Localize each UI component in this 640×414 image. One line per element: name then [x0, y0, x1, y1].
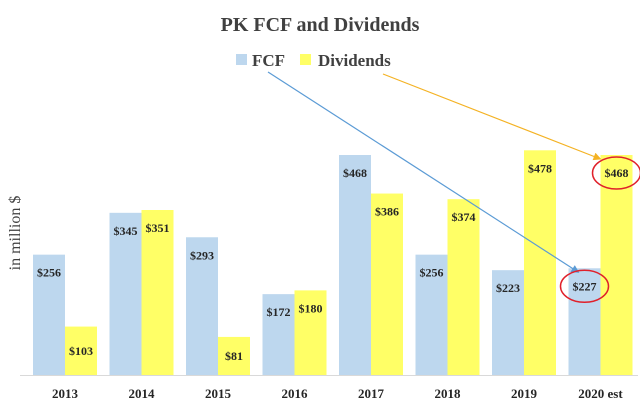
bar-fcf-2013	[33, 254, 65, 375]
chart-title: PK FCF and Dividends	[221, 14, 420, 36]
data-label-dividends-2014: $351	[146, 221, 170, 235]
x-tick-label: 2014	[129, 386, 156, 401]
bar-dividends-2020-est	[600, 155, 633, 375]
x-tick-label: 2015	[205, 386, 232, 401]
bar-dividends-2017	[371, 193, 403, 375]
data-label-dividends-2015: $81	[225, 349, 243, 363]
x-tick-label: 2018	[435, 386, 462, 401]
x-tick-label: 2019	[511, 386, 538, 401]
x-tick-label: 2016	[282, 386, 309, 401]
annotations	[267, 71, 640, 304]
x-tick-label: 2020 est	[578, 386, 623, 401]
bar-dividends-2014	[141, 210, 174, 375]
legend-label-dividends: Dividends	[318, 51, 391, 70]
data-label-dividends-2016: $180	[299, 301, 323, 315]
arrow-dividends-annotation	[382, 73, 602, 161]
bar-fcf-2019	[492, 270, 524, 375]
highlight-circle-fcf	[559, 269, 610, 304]
data-label-fcf-2020-est: $227	[573, 279, 597, 293]
data-label-fcf-2014: $345	[114, 224, 138, 238]
data-labels: $256 $103 $345 $351 $293 $81 $172 $180 $468 $386 $…	[37, 161, 629, 363]
x-tick-label: 2017	[358, 386, 385, 401]
arrow-fcf-annotation	[267, 71, 580, 273]
data-label-dividends-2018: $374	[452, 210, 476, 224]
x-tick-label: 2013	[52, 386, 79, 401]
bar-dividends-2018	[447, 199, 480, 375]
legend: FCF Dividends	[236, 51, 391, 70]
y-axis-label: in million $	[7, 196, 24, 271]
bar-fcf-2020-est	[568, 268, 601, 375]
data-label-dividends-2020-est: $468	[605, 166, 629, 180]
highlight-circle-dividends	[591, 156, 640, 190]
data-label-fcf-2017: $468	[343, 166, 367, 180]
data-label-dividends-2017: $386	[375, 205, 399, 219]
data-label-fcf-2016: $172	[267, 305, 291, 319]
legend-swatch-fcf	[236, 54, 247, 65]
bar-fcf-2018	[415, 254, 448, 375]
bar-dividends-2015	[218, 336, 250, 375]
bar-fcf-2015	[186, 237, 218, 375]
data-label-fcf-2013: $256	[37, 266, 61, 280]
data-label-fcf-2018: $256	[420, 266, 444, 280]
bar-dividends-2013	[65, 326, 97, 375]
bar-fcf-2014	[109, 212, 142, 375]
bar-dividends-2019	[524, 150, 556, 375]
x-tick-labels: 2013 2014 2015 2016 2017 2018 2019 2020 est	[52, 386, 623, 401]
data-label-dividends-2013: $103	[69, 344, 93, 358]
legend-swatch-dividends	[300, 54, 311, 65]
bar-dividends-2016	[294, 290, 327, 375]
legend-label-fcf: FCF	[252, 51, 285, 70]
data-label-fcf-2015: $293	[190, 248, 214, 262]
bar-fcf-2016	[262, 294, 295, 375]
bars	[33, 150, 633, 375]
bar-fcf-2017	[339, 155, 371, 375]
data-label-fcf-2019: $223	[496, 281, 520, 295]
data-label-dividends-2019: $478	[528, 161, 552, 175]
